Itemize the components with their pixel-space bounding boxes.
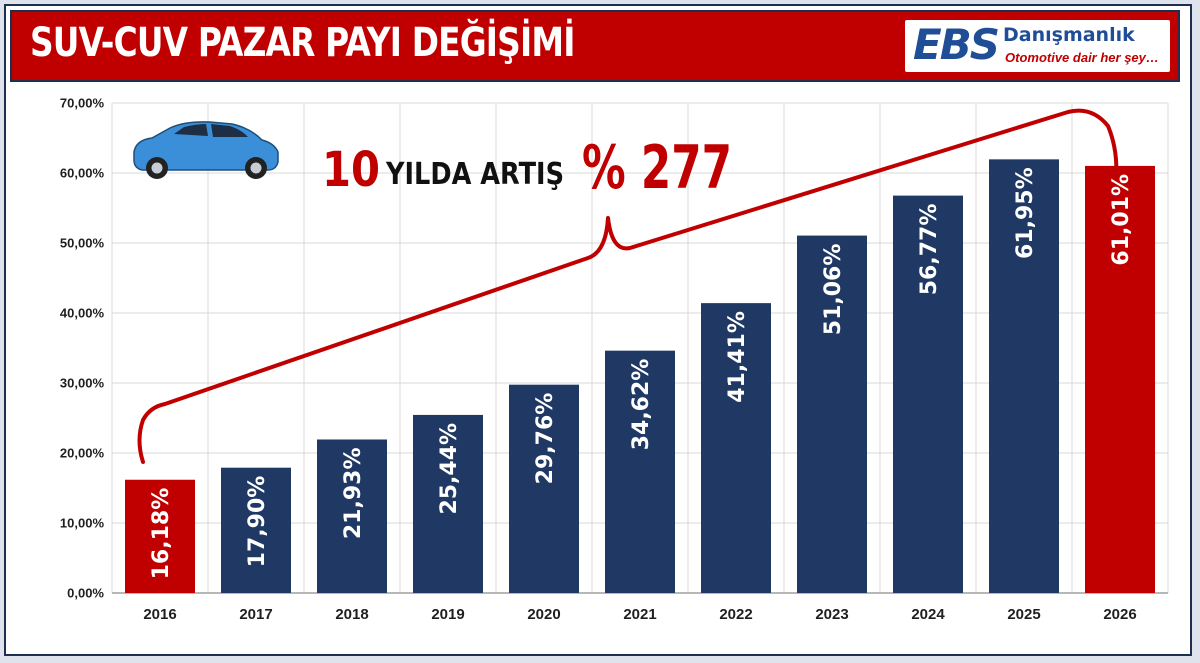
data-label: 21,93%: [341, 447, 366, 539]
x-tick-label: 2024: [911, 606, 945, 623]
x-tick-label: 2023: [815, 606, 848, 623]
x-tick-label: 2017: [239, 606, 272, 623]
data-label: 56,77%: [917, 204, 942, 296]
y-axis-ticks: 0,00% 10,00% 20,00% 30,00% 40,00% 50,00% 60,00…: [60, 96, 105, 601]
x-axis-ticks: 2016 2017 2018 2019 2020 2021 2022 2023 2024 2025…: [143, 606, 1136, 623]
data-label: 61,01%: [1109, 174, 1134, 266]
bar: [701, 303, 771, 593]
increase-bracket: [137, 108, 1119, 464]
bar: [317, 439, 387, 593]
header-bar: SUV-CUV PAZAR PAYI DEĞİŞİMİ EBS Danışman…: [10, 10, 1180, 82]
x-tick-label: 2026: [1103, 606, 1136, 623]
y-tick-label: 50,00%: [60, 236, 105, 251]
x-tick-label: 2020: [527, 606, 560, 623]
page-title: SUV-CUV PAZAR PAYI DEĞİŞİMİ: [30, 20, 575, 66]
y-tick-label: 10,00%: [60, 516, 105, 531]
x-tick-label: 2019: [431, 606, 464, 623]
y-tick-label: 70,00%: [60, 96, 105, 111]
data-label: 25,44%: [437, 423, 462, 515]
data-label: 41,41%: [725, 311, 750, 403]
logo-slogan: Otomotive dair her şey…: [1005, 50, 1159, 65]
annotation-number: 10: [322, 142, 380, 198]
data-label: 29,76%: [533, 393, 558, 485]
bar: [509, 384, 579, 593]
annotation-percent: % 277: [582, 133, 732, 203]
data-label: 34,62%: [629, 359, 654, 451]
x-tick-label: 2016: [143, 606, 176, 623]
y-tick-label: 40,00%: [60, 306, 105, 321]
data-label: 61,95%: [1013, 167, 1038, 259]
bar: [413, 414, 483, 593]
bar: [893, 195, 963, 594]
bar: [797, 235, 867, 593]
data-label: 51,06%: [821, 244, 846, 336]
annotation-text: YILDA ARTIŞ: [385, 157, 564, 192]
bar: [221, 467, 291, 593]
bar: [1085, 165, 1155, 593]
x-tick-label: 2018: [335, 606, 368, 623]
bars: 16,18% 17,90% 21,93% 25,44% 29,76% 34,62% 41,4…: [125, 159, 1155, 594]
logo-name: Danışmanlık: [1003, 24, 1135, 46]
bar: [989, 159, 1059, 593]
data-label: 16,18%: [149, 488, 174, 580]
y-tick-label: 60,00%: [60, 166, 105, 181]
x-tick-label: 2022: [719, 606, 752, 623]
brand-logo: EBS Danışmanlık Otomotive dair her şey…: [905, 20, 1170, 72]
y-tick-label: 20,00%: [60, 446, 105, 461]
data-label: 17,90%: [245, 476, 270, 568]
logo-mark: EBS: [913, 20, 1000, 69]
y-tick-label: 0,00%: [67, 586, 104, 601]
bar: [605, 350, 675, 593]
x-tick-label: 2025: [1007, 606, 1040, 623]
car-icon: [133, 121, 279, 179]
x-tick-label: 2021: [623, 606, 656, 623]
y-tick-label: 30,00%: [60, 376, 105, 391]
bar: [125, 479, 195, 593]
